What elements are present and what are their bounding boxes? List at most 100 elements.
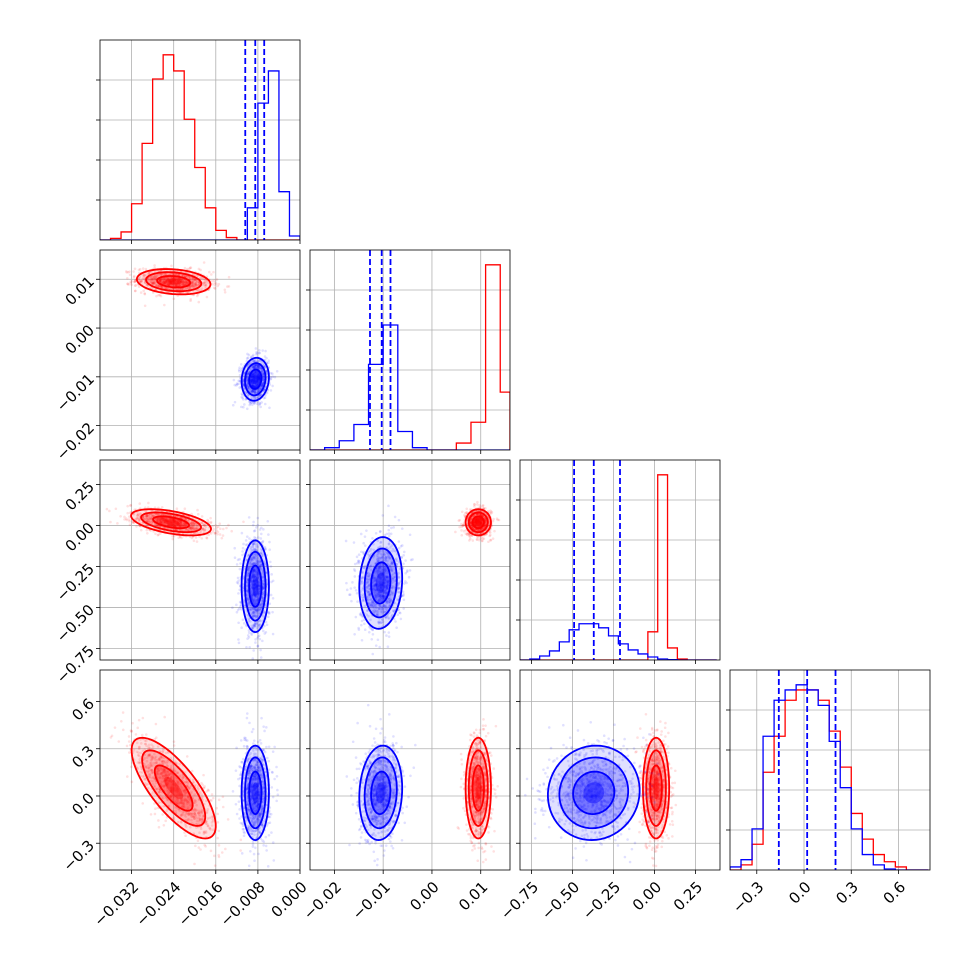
scatter-point bbox=[191, 280, 195, 283]
scatter-point bbox=[470, 517, 473, 521]
scatter-point bbox=[262, 374, 266, 378]
scatter-point bbox=[240, 626, 243, 630]
scatter-point bbox=[476, 513, 479, 516]
scatter-point bbox=[188, 285, 192, 289]
scatter-point bbox=[258, 351, 261, 355]
scatter-point bbox=[246, 384, 249, 387]
scatter-point bbox=[249, 559, 253, 563]
scatter-point bbox=[176, 523, 180, 527]
scatter-point bbox=[251, 542, 255, 546]
scatter-point bbox=[257, 373, 260, 377]
scatter-point bbox=[254, 370, 258, 373]
scatter-point bbox=[252, 353, 255, 357]
scatter-point bbox=[249, 378, 253, 381]
scatter-point bbox=[255, 584, 259, 588]
scatter-point bbox=[458, 518, 462, 522]
scatter-point bbox=[480, 520, 483, 524]
scatter-point bbox=[252, 375, 255, 379]
scatter-point bbox=[255, 592, 259, 596]
scatter-point bbox=[253, 611, 256, 614]
scatter-point bbox=[151, 514, 155, 518]
scatter-point bbox=[171, 524, 174, 527]
scatter-point bbox=[237, 592, 240, 595]
scatter-point bbox=[236, 581, 240, 585]
scatter-point bbox=[252, 594, 255, 597]
scatter-point bbox=[255, 384, 258, 387]
scatter-point bbox=[150, 517, 153, 521]
scatter-point bbox=[201, 526, 204, 530]
scatter-point bbox=[237, 641, 241, 645]
scatter-point bbox=[250, 388, 254, 392]
scatter-point bbox=[246, 568, 250, 572]
scatter-point bbox=[170, 524, 174, 527]
scatter-point bbox=[254, 372, 257, 375]
scatter-point bbox=[249, 377, 253, 381]
scatter-point bbox=[252, 586, 255, 590]
scatter-point bbox=[171, 521, 174, 525]
scatter-point bbox=[166, 277, 169, 281]
scatter-point bbox=[203, 528, 207, 532]
scatter-point bbox=[145, 528, 149, 532]
scatter-point bbox=[252, 365, 255, 369]
scatter-point bbox=[150, 520, 153, 524]
scatter-point bbox=[238, 588, 241, 592]
scatter-point bbox=[255, 561, 259, 565]
scatter-point bbox=[246, 356, 250, 360]
scatter-point bbox=[141, 515, 145, 519]
scatter-point bbox=[203, 285, 207, 288]
scatter-point bbox=[255, 375, 259, 378]
scatter-point bbox=[172, 280, 175, 283]
scatter-point bbox=[185, 286, 189, 290]
scatter-point bbox=[174, 283, 178, 287]
scatter-point bbox=[189, 527, 193, 530]
scatter-point bbox=[262, 580, 265, 584]
scatter-point bbox=[246, 603, 250, 606]
scatter-point bbox=[162, 518, 166, 522]
scatter-point bbox=[476, 523, 479, 527]
scatter-point bbox=[186, 281, 189, 285]
scatter-point bbox=[176, 280, 180, 284]
scatter-point bbox=[478, 520, 482, 524]
scatter-point bbox=[253, 579, 256, 583]
scatter-point bbox=[255, 381, 259, 384]
scatter-point bbox=[188, 277, 192, 281]
scatter-point bbox=[480, 521, 483, 524]
scatter-point bbox=[269, 371, 273, 375]
scatter-point bbox=[250, 391, 254, 394]
scatter-point bbox=[167, 520, 170, 523]
scatter-point bbox=[474, 513, 478, 516]
scatter-point bbox=[270, 580, 273, 584]
scatter-point bbox=[478, 519, 482, 523]
scatter-point bbox=[231, 606, 234, 610]
scatter-point bbox=[179, 521, 183, 525]
scatter-point bbox=[240, 392, 244, 396]
scatter-point bbox=[254, 592, 258, 596]
scatter-point bbox=[128, 273, 132, 277]
scatter-point bbox=[261, 586, 265, 590]
scatter-point bbox=[250, 580, 254, 584]
scatter-point bbox=[249, 561, 252, 565]
scatter-point bbox=[250, 378, 254, 382]
scatter-point bbox=[190, 512, 193, 516]
scatter-point bbox=[474, 523, 478, 527]
scatter-point bbox=[252, 401, 256, 404]
scatter-point bbox=[469, 522, 472, 525]
scatter-point bbox=[261, 372, 265, 376]
scatter-point bbox=[256, 377, 259, 381]
scatter-point bbox=[160, 285, 163, 288]
scatter-point bbox=[177, 282, 180, 286]
scatter-point bbox=[252, 373, 256, 376]
scatter-point bbox=[211, 525, 215, 528]
scatter-point bbox=[252, 377, 255, 381]
scatter-point bbox=[253, 391, 257, 394]
scatter-point bbox=[127, 515, 131, 518]
scatter-point bbox=[152, 514, 155, 518]
scatter-point bbox=[247, 567, 250, 571]
scatter-point bbox=[157, 518, 161, 521]
scatter-point bbox=[150, 278, 154, 282]
scatter-point bbox=[173, 278, 177, 281]
scatter-point bbox=[176, 279, 180, 283]
scatter-point bbox=[260, 385, 264, 388]
scatter-point bbox=[252, 606, 255, 610]
scatter-point bbox=[265, 356, 268, 360]
